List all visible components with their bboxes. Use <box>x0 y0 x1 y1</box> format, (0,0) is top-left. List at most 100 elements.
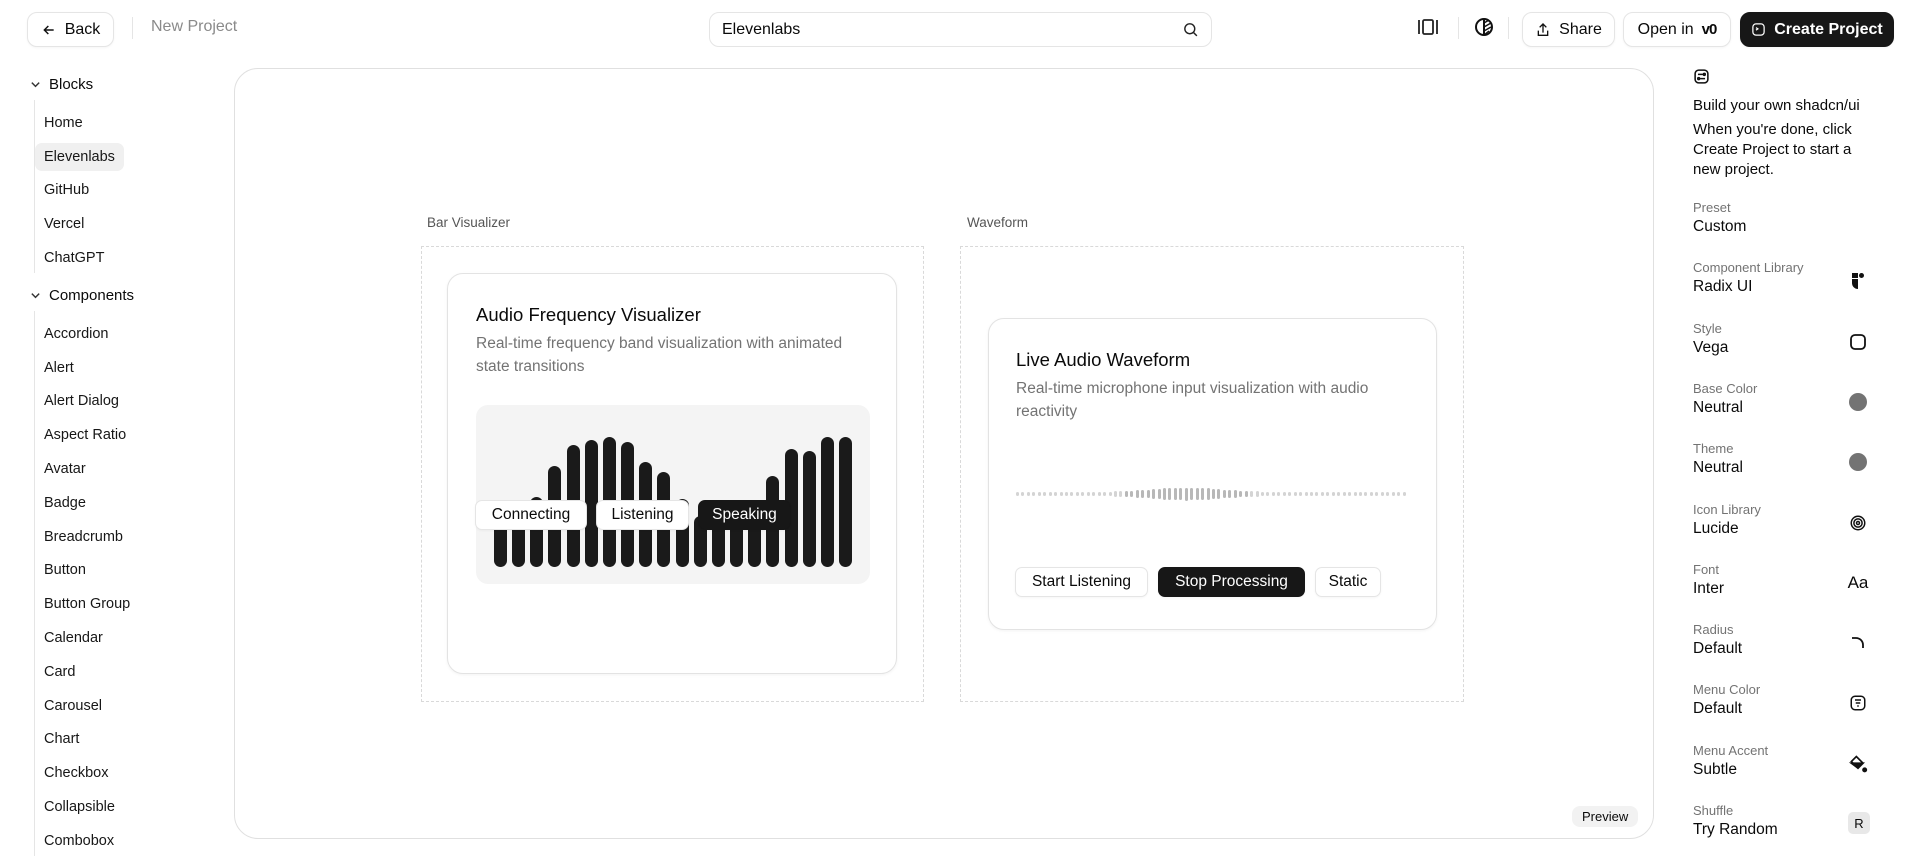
sidebar-item-chart[interactable]: Chart <box>44 731 80 748</box>
share-button[interactable]: Share <box>1522 12 1615 47</box>
radix-icon <box>1846 269 1870 293</box>
back-button[interactable]: Back <box>27 12 114 47</box>
listening-button[interactable]: Listening <box>596 500 689 530</box>
preview-frame <box>234 68 1654 839</box>
arrow-left-icon <box>42 24 54 35</box>
sidebar-item-carousel[interactable]: Carousel <box>44 697 103 714</box>
setting-label: Font <box>1693 561 1720 577</box>
waveform-bar <box>1016 491 1019 496</box>
preview-badge: Preview <box>1572 806 1639 827</box>
audio-frequency-card: Audio Frequency Visualizer Real-time fre… <box>447 273 897 674</box>
waveform-bar <box>1163 488 1166 500</box>
sidebar-item-aspect-ratio[interactable]: Aspect Ratio <box>44 427 127 444</box>
waveform-bar <box>1397 492 1401 496</box>
sidebar-item-avatar[interactable]: Avatar <box>44 461 86 477</box>
speaking-button[interactable]: Speaking <box>698 500 791 530</box>
waveform-bar <box>1075 491 1079 497</box>
sidebar-item-badge[interactable]: Badge <box>44 494 86 511</box>
radius-icon <box>1846 631 1870 655</box>
sidebar-group-components[interactable]: Components <box>30 287 134 304</box>
waveform-bar <box>1320 491 1324 496</box>
waveform-bar <box>1288 491 1292 497</box>
waveform-bar <box>1130 490 1134 498</box>
setting-label: Menu Color <box>1693 682 1761 698</box>
sidebar-item-checkbox[interactable]: Checkbox <box>44 765 109 782</box>
paint-bucket-icon <box>1846 752 1870 776</box>
waveform-bar <box>1021 491 1025 496</box>
sidebar-group-blocks[interactable]: Blocks <box>30 76 93 93</box>
layout-toggle-icon[interactable] <box>1417 17 1439 42</box>
sidebar-item-github[interactable]: GitHub <box>44 182 90 199</box>
chevron-down-icon <box>31 293 40 299</box>
theme-toggle-icon[interactable] <box>1474 17 1494 42</box>
sidebar-item-calendar[interactable]: Calendar <box>44 630 103 646</box>
share-icon <box>1537 22 1549 36</box>
sidebar-item-chatgpt[interactable]: ChatGPT <box>44 250 105 266</box>
setting-label: Theme <box>1693 441 1734 457</box>
sidebar-tree-line <box>34 100 35 273</box>
card-title: Audio Frequency Visualizer <box>476 304 701 325</box>
sidebar-item-collapsible[interactable]: Collapsible <box>44 799 115 815</box>
waveform-bar <box>1081 491 1085 497</box>
waveform-section <box>960 246 1464 702</box>
stop-processing-button[interactable]: Stop Processing <box>1158 567 1305 597</box>
sidebar-item-vercel[interactable]: Vercel <box>44 216 85 233</box>
sidebar-group-label: Components <box>49 287 135 304</box>
frequency-bar <box>820 437 834 567</box>
settings-icon <box>1693 68 1710 90</box>
waveform-bar <box>1217 489 1221 499</box>
open-in-button[interactable]: Open in v0 <box>1623 12 1731 47</box>
project-name: New Project <box>151 18 238 35</box>
sidebar-item-alert[interactable]: Alert <box>44 359 74 376</box>
sidebar-tree-line <box>34 311 35 856</box>
sidebar-item-button[interactable]: Button <box>44 562 86 579</box>
waveform-bar <box>1353 491 1357 496</box>
waveform-bar <box>1184 487 1188 501</box>
frequency-bar <box>584 439 598 567</box>
color-dot-icon <box>1846 450 1870 474</box>
search-icon <box>1184 23 1198 37</box>
setting-value: Radix UI <box>1693 278 1753 296</box>
share-label: Share <box>1559 20 1602 38</box>
waveform-bar <box>1364 491 1368 496</box>
sidebar-item-card[interactable]: Card <box>44 663 76 680</box>
waveform-bar <box>1146 489 1150 499</box>
search-input[interactable]: Elevenlabs <box>709 12 1212 47</box>
waveform-bar <box>1380 491 1384 496</box>
setting-label: Style <box>1693 320 1722 336</box>
terminal-icon <box>1752 23 1765 36</box>
sidebar-item-home[interactable]: Home <box>44 114 83 131</box>
waveform-bar <box>1173 487 1177 501</box>
bar-visualizer <box>476 405 870 584</box>
sidebar-item-combobox[interactable]: Combobox <box>44 832 115 849</box>
create-label: Create Project <box>1774 20 1883 38</box>
setting-value: Vega <box>1693 338 1729 356</box>
static-button[interactable]: Static <box>1315 567 1381 597</box>
sidebar-item-elevenlabs[interactable]: Elevenlabs <box>35 142 124 171</box>
sidebar-item-alert-dialog[interactable]: Alert Dialog <box>44 393 119 410</box>
start-listening-button[interactable]: Start Listening <box>1015 567 1148 597</box>
setting-value: Neutral <box>1693 459 1743 477</box>
setting-label: Icon Library <box>1693 501 1761 517</box>
sidebar-item-accordion[interactable]: Accordion <box>44 325 109 342</box>
setting-label: Shuffle <box>1693 803 1734 818</box>
waveform-bar <box>1195 487 1199 501</box>
waveform-bar <box>1315 491 1319 496</box>
waveform-bar <box>1348 491 1352 496</box>
waveform-bar <box>1179 487 1183 501</box>
setting-value: Default <box>1693 700 1743 718</box>
connecting-button[interactable]: Connecting <box>475 500 587 530</box>
waveform-bar <box>1212 488 1215 500</box>
waveform-bar <box>1331 491 1335 496</box>
sidebar-item-breadcrumb[interactable]: Breadcrumb <box>44 528 123 545</box>
color-dot-icon <box>1846 390 1870 414</box>
create-project-button[interactable]: Create Project <box>1740 12 1894 47</box>
waveform-bar <box>1157 488 1161 500</box>
setting-value: Inter <box>1693 579 1725 597</box>
waveform-bar <box>1299 491 1303 496</box>
sidebar-item-button-group[interactable]: Button Group <box>44 596 131 613</box>
setting-label: Component Library <box>1693 260 1804 276</box>
waveform-bar <box>1244 490 1248 497</box>
card-description: Real-time microphone input visualization… <box>1016 380 1369 420</box>
waveform-bar <box>1065 491 1068 496</box>
